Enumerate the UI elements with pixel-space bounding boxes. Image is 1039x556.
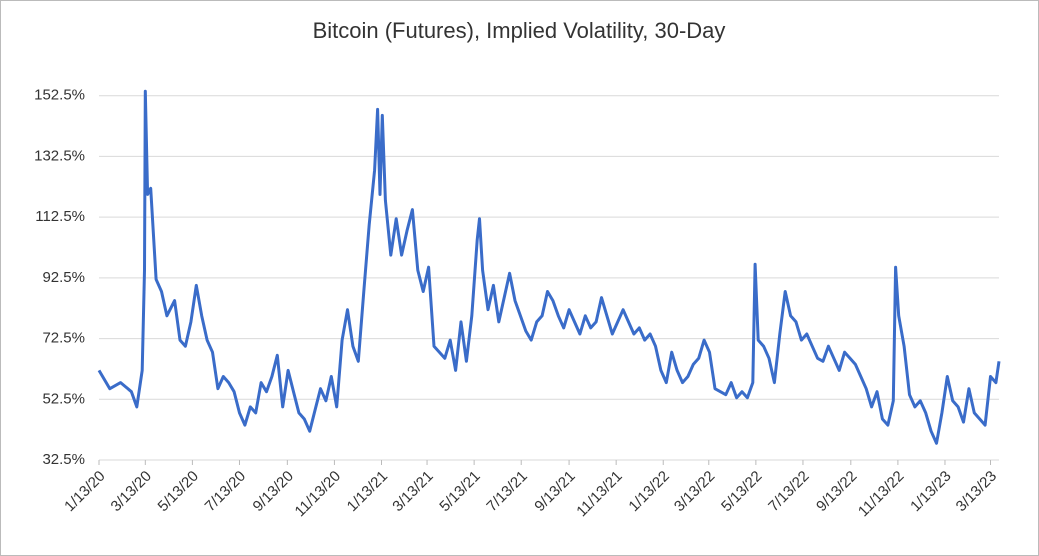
x-tick-label: 7/13/20: [202, 468, 249, 515]
x-tick-label: 11/13/21: [573, 468, 626, 521]
x-tick-label: 5/13/20: [155, 468, 202, 515]
x-tick-label: 9/13/20: [250, 468, 297, 515]
x-tick-label: 5/13/21: [436, 468, 483, 515]
y-tick-label: 92.5%: [42, 269, 85, 286]
x-tick-label: 1/13/22: [625, 468, 672, 515]
y-tick-label: 132.5%: [34, 147, 85, 164]
chart-title: Bitcoin (Futures), Implied Volatility, 3…: [313, 18, 726, 43]
x-tick-label: 1/13/21: [344, 468, 391, 515]
x-tick-label: 1/13/20: [61, 468, 108, 515]
x-tick-label: 7/13/21: [483, 468, 530, 515]
x-tick-label: 5/13/22: [718, 468, 765, 515]
x-tick-label: 11/13/22: [855, 468, 908, 521]
y-tick-label: 112.5%: [35, 208, 85, 225]
series-line: [97, 89, 1001, 445]
x-tick-label: 3/13/21: [389, 468, 436, 515]
x-tick-label: 9/13/21: [531, 468, 578, 515]
x-tick-label: 3/13/22: [671, 468, 718, 515]
x-tick-label: 3/13/20: [108, 468, 155, 515]
x-tick-label: 11/13/20: [292, 468, 345, 521]
x-tick-label: 7/13/22: [765, 468, 812, 515]
y-tick-label: 52.5%: [42, 390, 85, 407]
y-tick-label: 152.5%: [34, 87, 85, 104]
x-tick-label: 3/13/23: [953, 468, 1000, 515]
y-tick-label: 72.5%: [42, 330, 85, 347]
y-tick-label: 32.5%: [42, 451, 85, 468]
x-tick-label: 9/13/22: [813, 468, 860, 515]
x-tick-label: 1/13/23: [907, 468, 954, 515]
